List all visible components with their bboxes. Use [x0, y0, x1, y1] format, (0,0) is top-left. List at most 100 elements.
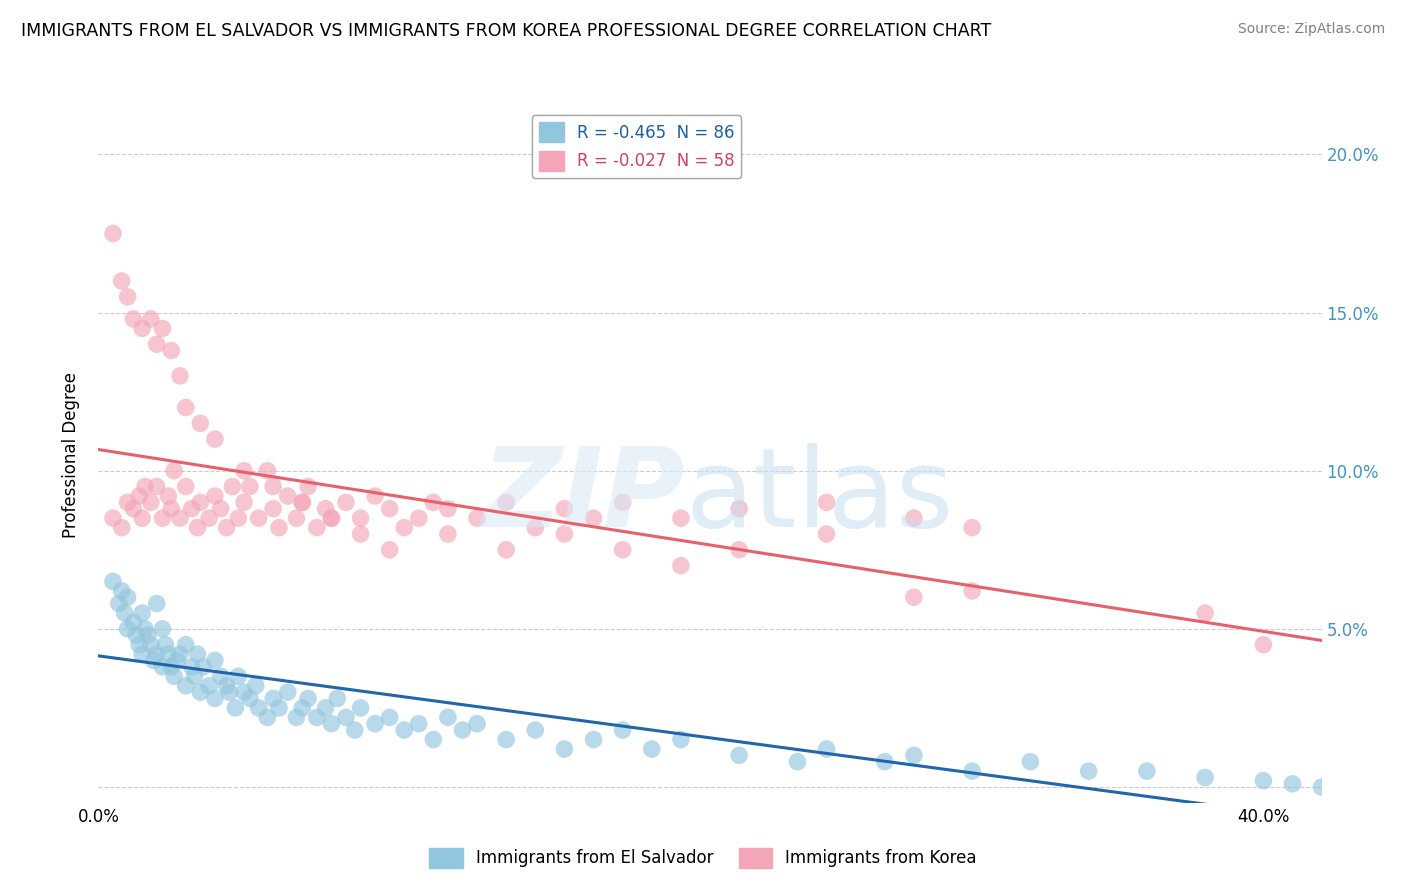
Legend: R = -0.465  N = 86, R = -0.027  N = 58: R = -0.465 N = 86, R = -0.027 N = 58: [531, 115, 741, 178]
Point: [245, 679, 267, 693]
Point: [163, 669, 186, 683]
Point: [437, 527, 460, 541]
Point: [815, 742, 838, 756]
Point: [155, 638, 177, 652]
Point: [128, 638, 150, 652]
Point: [465, 716, 488, 731]
Point: [101, 574, 124, 589]
Point: [152, 622, 174, 636]
Point: [437, 501, 460, 516]
Point: [145, 479, 167, 493]
Point: [285, 710, 308, 724]
Point: [166, 653, 188, 667]
Point: [152, 660, 174, 674]
Point: [326, 691, 349, 706]
Point: [392, 521, 416, 535]
Point: [247, 701, 270, 715]
Point: [209, 669, 232, 683]
Point: [117, 591, 139, 605]
Point: [174, 401, 197, 415]
Point: [495, 495, 517, 509]
Point: [378, 501, 401, 516]
Point: [160, 343, 183, 358]
Point: [437, 710, 460, 724]
Point: [364, 716, 387, 731]
Point: [903, 511, 925, 525]
Point: [101, 227, 124, 241]
Point: [903, 591, 925, 605]
Point: [186, 647, 208, 661]
Point: [256, 710, 278, 724]
Point: [174, 679, 197, 693]
Point: [198, 511, 221, 525]
Point: [815, 527, 838, 541]
Point: [160, 660, 183, 674]
Point: [134, 622, 156, 636]
Point: [786, 755, 808, 769]
Point: [204, 691, 226, 706]
Point: [291, 701, 314, 715]
Point: [215, 679, 238, 693]
Point: [277, 489, 299, 503]
Point: [305, 521, 328, 535]
Point: [553, 527, 575, 541]
Point: [343, 723, 366, 737]
Point: [226, 511, 249, 525]
Point: [335, 495, 357, 509]
Point: [183, 669, 205, 683]
Point: [218, 685, 240, 699]
Point: [215, 521, 238, 535]
Point: [136, 628, 159, 642]
Point: [495, 542, 517, 557]
Point: [163, 464, 186, 478]
Point: [1194, 606, 1216, 620]
Point: [960, 764, 983, 779]
Point: [1281, 777, 1303, 791]
Point: [193, 660, 215, 674]
Point: [180, 501, 202, 516]
Point: [128, 489, 150, 503]
Point: [903, 748, 925, 763]
Point: [111, 274, 134, 288]
Point: [221, 479, 243, 493]
Point: [582, 511, 605, 525]
Point: [553, 501, 575, 516]
Point: [139, 495, 162, 509]
Point: [297, 479, 319, 493]
Point: [669, 732, 692, 747]
Point: [169, 368, 191, 383]
Point: [139, 638, 162, 652]
Point: [321, 511, 343, 525]
Point: [728, 748, 751, 763]
Point: [122, 312, 145, 326]
Point: [641, 742, 664, 756]
Point: [204, 489, 226, 503]
Point: [291, 495, 314, 509]
Point: [169, 511, 191, 525]
Point: [180, 660, 202, 674]
Point: [305, 710, 328, 724]
Point: [142, 653, 165, 667]
Point: [169, 647, 191, 661]
Text: atlas: atlas: [686, 443, 955, 550]
Point: [188, 495, 212, 509]
Point: [262, 501, 284, 516]
Point: [612, 723, 634, 737]
Point: [451, 723, 474, 737]
Point: [117, 495, 139, 509]
Point: [960, 583, 983, 598]
Point: [267, 521, 290, 535]
Point: [188, 417, 212, 431]
Point: [224, 701, 246, 715]
Point: [285, 511, 308, 525]
Point: [134, 479, 156, 493]
Point: [233, 464, 256, 478]
Legend: Immigrants from El Salvador, Immigrants from Korea: Immigrants from El Salvador, Immigrants …: [423, 841, 983, 875]
Point: [239, 479, 262, 493]
Point: [524, 723, 547, 737]
Point: [422, 495, 444, 509]
Point: [114, 606, 136, 620]
Point: [188, 685, 212, 699]
Point: [131, 647, 153, 661]
Point: [315, 701, 337, 715]
